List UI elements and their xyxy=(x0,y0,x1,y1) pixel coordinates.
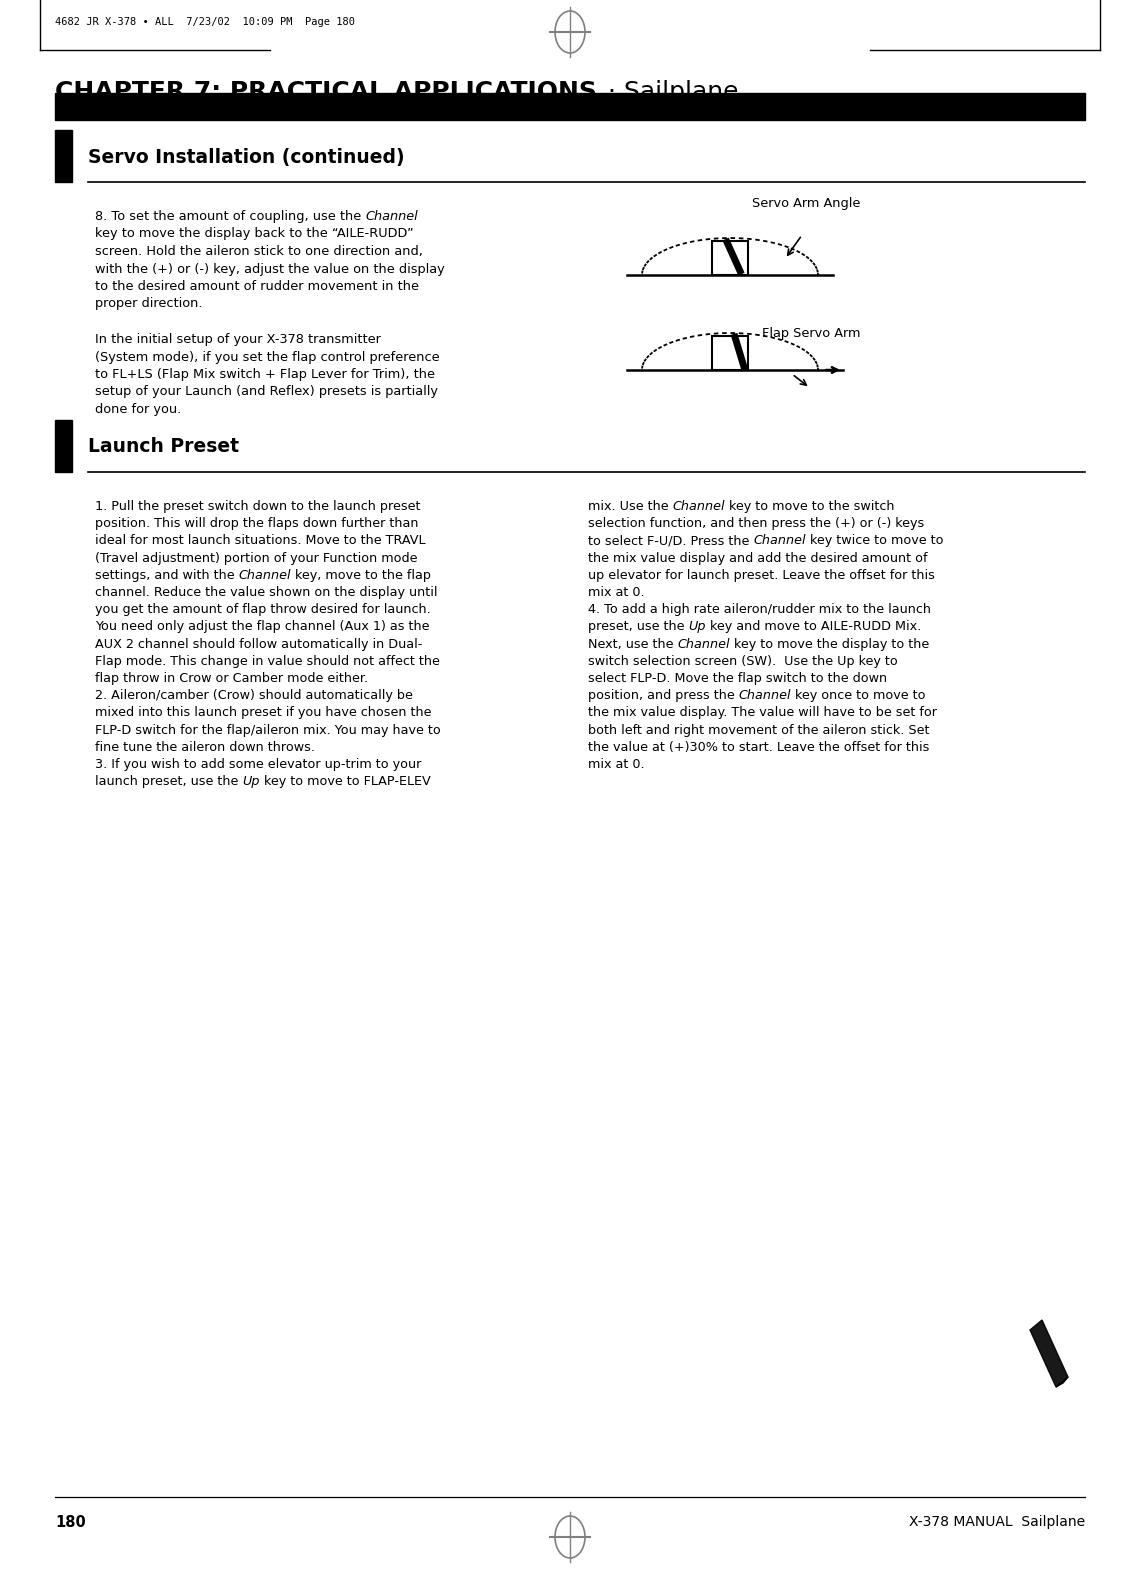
Bar xyxy=(712,241,748,276)
Polygon shape xyxy=(1056,1377,1068,1388)
Text: Channel: Channel xyxy=(754,534,806,548)
Text: mix. Use the: mix. Use the xyxy=(588,499,673,513)
Text: 4. To add a high rate aileron/rudder mix to the launch: 4. To add a high rate aileron/rudder mix… xyxy=(588,603,931,616)
Text: key, move to the flap: key, move to the flap xyxy=(291,569,431,581)
Text: Flap Servo Arm: Flap Servo Arm xyxy=(762,328,860,340)
Text: Channel: Channel xyxy=(739,690,791,702)
Text: up elevator for launch preset. Leave the offset for this: up elevator for launch preset. Leave the… xyxy=(588,569,935,581)
Text: the value at (+)30% to start. Leave the offset for this: the value at (+)30% to start. Leave the … xyxy=(588,740,929,754)
Text: position, and press the: position, and press the xyxy=(588,690,739,702)
Text: mixed into this launch preset if you have chosen the: mixed into this launch preset if you hav… xyxy=(95,707,432,720)
Text: Flap mode. This change in value should not affect the: Flap mode. This change in value should n… xyxy=(95,655,440,668)
Bar xyxy=(712,335,748,370)
Text: setup of your Launch (and Reflex) presets is partially: setup of your Launch (and Reflex) preset… xyxy=(95,386,438,398)
Text: to the desired amount of rudder movement in the: to the desired amount of rudder movement… xyxy=(95,280,420,293)
Text: switch selection screen (SW).  Use the Up key to: switch selection screen (SW). Use the Up… xyxy=(588,655,898,668)
Text: Channel: Channel xyxy=(677,638,730,650)
Text: preset, use the: preset, use the xyxy=(588,621,689,633)
Text: Next, use the: Next, use the xyxy=(588,638,677,650)
Text: Launch Preset: Launch Preset xyxy=(88,438,239,457)
Text: Up: Up xyxy=(689,621,706,633)
Text: screen. Hold the aileron stick to one direction and,: screen. Hold the aileron stick to one di… xyxy=(95,246,423,258)
Text: key to move the display to the: key to move the display to the xyxy=(730,638,929,650)
Text: Up: Up xyxy=(243,775,260,788)
Text: 8. To set the amount of coupling, use the: 8. To set the amount of coupling, use th… xyxy=(95,209,366,224)
Text: (System mode), if you set the flap control preference: (System mode), if you set the flap contr… xyxy=(95,351,440,364)
Bar xyxy=(55,93,1085,120)
Text: fine tune the aileron down throws.: fine tune the aileron down throws. xyxy=(95,740,315,754)
Text: selection function, and then press the (+) or (-) keys: selection function, and then press the (… xyxy=(588,517,925,531)
Text: CHAPTER 7: PRACTICAL APPLICATIONS: CHAPTER 7: PRACTICAL APPLICATIONS xyxy=(55,80,597,104)
Text: select FLP-D. Move the flap switch to the down: select FLP-D. Move the flap switch to th… xyxy=(588,673,887,685)
Text: FLP-D switch for the flap/aileron mix. You may have to: FLP-D switch for the flap/aileron mix. Y… xyxy=(95,723,441,737)
Text: 3. If you wish to add some elevator up-trim to your: 3. If you wish to add some elevator up-t… xyxy=(95,758,422,772)
Bar xyxy=(55,421,72,472)
Text: key once to move to: key once to move to xyxy=(791,690,926,702)
Text: 4682 JR X-378 • ALL  7/23/02  10:09 PM  Page 180: 4682 JR X-378 • ALL 7/23/02 10:09 PM Pag… xyxy=(55,17,355,27)
Text: In the initial setup of your X-378 transmitter: In the initial setup of your X-378 trans… xyxy=(95,332,381,346)
Text: settings, and with the: settings, and with the xyxy=(95,569,238,581)
Text: Servo Installation (continued): Servo Installation (continued) xyxy=(88,148,405,167)
Text: key and move to AILE-RUDD Mix.: key and move to AILE-RUDD Mix. xyxy=(706,621,921,633)
Text: 180: 180 xyxy=(55,1515,86,1529)
Text: to FL+LS (Flap Mix switch + Flap Lever for Trim), the: to FL+LS (Flap Mix switch + Flap Lever f… xyxy=(95,369,435,381)
Text: to select F-U/D. Press the: to select F-U/D. Press the xyxy=(588,534,754,548)
Text: · Sailplane: · Sailplane xyxy=(608,80,739,104)
Text: key to move to FLAP-ELEV: key to move to FLAP-ELEV xyxy=(260,775,431,788)
Text: position. This will drop the flaps down further than: position. This will drop the flaps down … xyxy=(95,517,418,531)
Polygon shape xyxy=(1031,1320,1068,1388)
Text: ideal for most launch situations. Move to the TRAVL: ideal for most launch situations. Move t… xyxy=(95,534,425,548)
Text: with the (+) or (-) key, adjust the value on the display: with the (+) or (-) key, adjust the valu… xyxy=(95,263,445,276)
Text: Servo Arm Angle: Servo Arm Angle xyxy=(751,197,860,209)
Text: key to move to the switch: key to move to the switch xyxy=(725,499,895,513)
Text: Channel: Channel xyxy=(366,209,418,224)
Text: flap throw in Crow or Camber mode either.: flap throw in Crow or Camber mode either… xyxy=(95,673,368,685)
Text: the mix value display. The value will have to be set for: the mix value display. The value will ha… xyxy=(588,707,937,720)
Text: (Travel adjustment) portion of your Function mode: (Travel adjustment) portion of your Func… xyxy=(95,551,417,564)
Text: both left and right movement of the aileron stick. Set: both left and right movement of the aile… xyxy=(588,723,929,737)
Text: 2. Aileron/camber (Crow) should automatically be: 2. Aileron/camber (Crow) should automati… xyxy=(95,690,413,702)
Text: Channel: Channel xyxy=(673,499,725,513)
Text: mix at 0.: mix at 0. xyxy=(588,586,644,598)
Text: proper direction.: proper direction. xyxy=(95,298,203,310)
Text: launch preset, use the: launch preset, use the xyxy=(95,775,243,788)
Text: 1. Pull the preset switch down to the launch preset: 1. Pull the preset switch down to the la… xyxy=(95,499,421,513)
Text: you get the amount of flap throw desired for launch.: you get the amount of flap throw desired… xyxy=(95,603,431,616)
Text: key twice to move to: key twice to move to xyxy=(806,534,944,548)
Text: done for you.: done for you. xyxy=(95,403,181,416)
Text: Channel: Channel xyxy=(238,569,291,581)
Text: channel. Reduce the value shown on the display until: channel. Reduce the value shown on the d… xyxy=(95,586,438,598)
Bar xyxy=(55,131,72,183)
Text: mix at 0.: mix at 0. xyxy=(588,758,644,772)
Text: AUX 2 channel should follow automatically in Dual-: AUX 2 channel should follow automaticall… xyxy=(95,638,423,650)
Text: You need only adjust the flap channel (Aux 1) as the: You need only adjust the flap channel (A… xyxy=(95,621,430,633)
Text: the mix value display and add the desired amount of: the mix value display and add the desire… xyxy=(588,551,928,564)
Text: X-378 MANUAL  Sailplane: X-378 MANUAL Sailplane xyxy=(909,1515,1085,1529)
Text: key to move the display back to the “AILE-RUDD”: key to move the display back to the “AIL… xyxy=(95,227,414,241)
